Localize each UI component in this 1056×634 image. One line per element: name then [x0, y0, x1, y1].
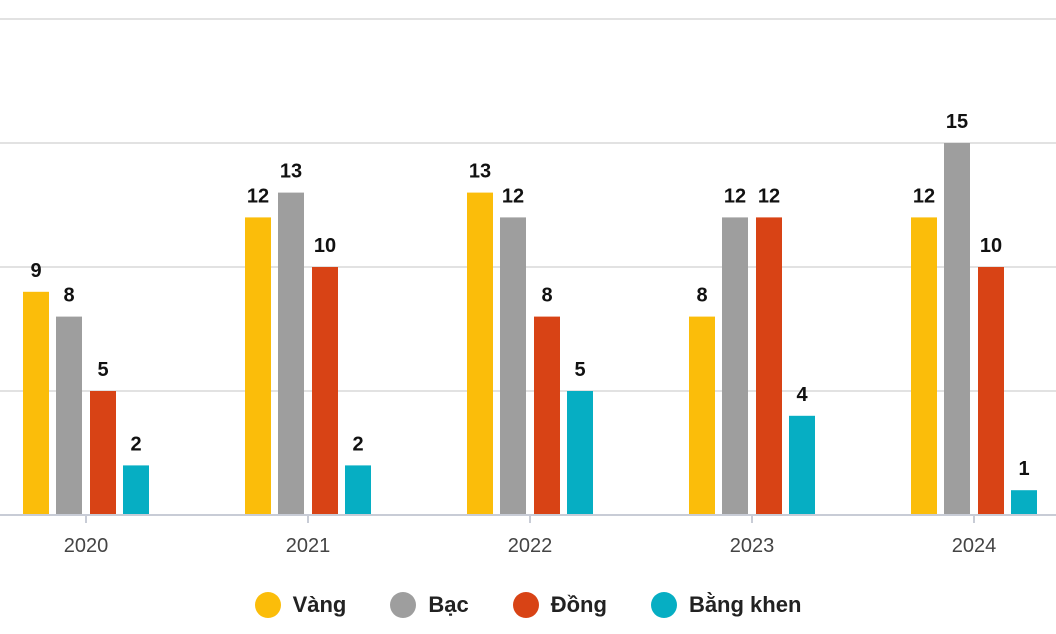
bar[interactable]	[23, 291, 49, 515]
bar[interactable]	[567, 391, 593, 515]
legend-swatch-dong	[512, 592, 539, 618]
bar[interactable]	[278, 192, 304, 515]
bar[interactable]	[689, 316, 715, 515]
data-label: 2	[130, 433, 141, 455]
bar[interactable]	[944, 143, 970, 515]
bar[interactable]	[978, 267, 1004, 515]
bar[interactable]	[500, 217, 526, 515]
data-label: 13	[469, 161, 491, 183]
legend-label-bang-khen: Bằng khen	[688, 592, 802, 617]
data-label: 10	[314, 235, 336, 257]
data-label: 12	[502, 185, 524, 207]
data-label: 15	[946, 111, 968, 133]
bar[interactable]	[534, 316, 560, 515]
x-tick-label: 2023	[730, 535, 775, 557]
legend-swatch-bang-khen	[650, 592, 677, 618]
data-label: 12	[913, 185, 935, 207]
bars	[23, 143, 1037, 515]
bar[interactable]	[722, 217, 748, 515]
bar[interactable]	[345, 465, 371, 515]
x-axis-ticks: 2020 2021 2022 2023 2024	[64, 515, 997, 557]
legend-item-bang-khen[interactable]: Bằng khen	[650, 592, 802, 618]
data-label: 12	[724, 185, 746, 207]
legend-item-dong[interactable]: Đồng	[512, 592, 607, 618]
legend: Vàng Bạc Đồng Bằng khen	[0, 585, 1056, 625]
data-label: 13	[280, 161, 302, 183]
bar[interactable]	[467, 192, 493, 515]
legend-swatch-bac	[390, 592, 417, 618]
bar[interactable]	[911, 217, 937, 515]
data-label: 9	[30, 260, 41, 282]
data-label: 12	[758, 185, 780, 207]
data-label: 1	[1018, 458, 1029, 480]
bar[interactable]	[123, 465, 149, 515]
bar[interactable]	[245, 217, 271, 515]
legend-label-bac: Bạc	[428, 592, 469, 617]
x-tick-label: 2020	[64, 535, 109, 557]
data-label: 8	[696, 285, 707, 307]
x-tick-label: 2022	[508, 535, 553, 557]
data-label: 5	[97, 359, 108, 381]
legend-swatch-vang	[254, 592, 281, 618]
data-label: 5	[574, 359, 585, 381]
data-label: 8	[541, 285, 552, 307]
data-label: 10	[980, 235, 1002, 257]
bar[interactable]	[56, 316, 82, 515]
bar[interactable]	[756, 217, 782, 515]
bar[interactable]	[90, 391, 116, 515]
data-label: 2	[352, 433, 363, 455]
data-label: 4	[796, 384, 808, 406]
data-label: 12	[247, 185, 269, 207]
data-label: 8	[63, 285, 74, 307]
x-tick-label: 2021	[286, 535, 331, 557]
legend-label-dong: Đồng	[550, 592, 607, 617]
bar[interactable]	[1011, 490, 1037, 515]
bar[interactable]	[789, 415, 815, 515]
bar[interactable]	[312, 267, 338, 515]
legend-label-vang: Vàng	[292, 592, 347, 617]
legend-item-bac[interactable]: Bạc	[390, 592, 469, 618]
gridlines	[0, 18, 1056, 392]
x-tick-label: 2024	[952, 535, 997, 557]
legend-item-vang[interactable]: Vàng	[254, 592, 347, 618]
